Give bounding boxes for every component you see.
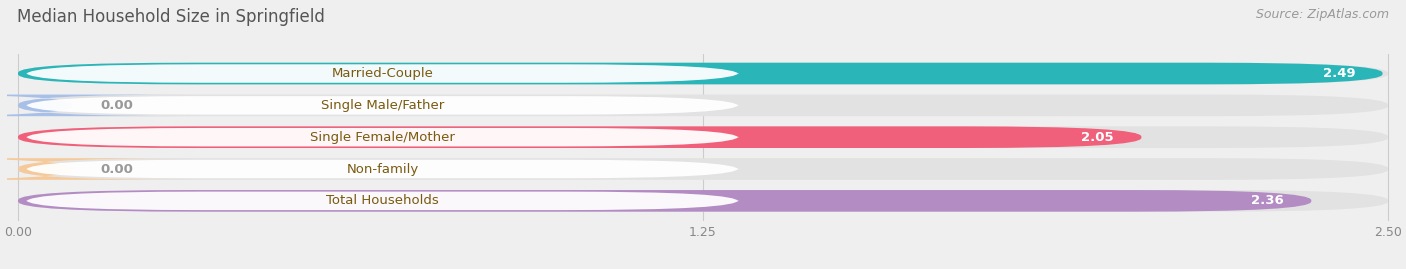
Text: 2.49: 2.49 xyxy=(1323,67,1355,80)
Text: Non-family: Non-family xyxy=(346,162,419,175)
FancyBboxPatch shape xyxy=(18,126,1142,148)
FancyBboxPatch shape xyxy=(18,94,1388,116)
FancyBboxPatch shape xyxy=(18,126,1388,148)
Text: Married-Couple: Married-Couple xyxy=(332,67,433,80)
Text: Median Household Size in Springfield: Median Household Size in Springfield xyxy=(17,8,325,26)
Text: Single Female/Mother: Single Female/Mother xyxy=(309,131,456,144)
FancyBboxPatch shape xyxy=(0,94,194,116)
FancyBboxPatch shape xyxy=(18,63,1388,84)
Text: 0.00: 0.00 xyxy=(100,99,134,112)
FancyBboxPatch shape xyxy=(18,63,1382,84)
FancyBboxPatch shape xyxy=(0,158,194,180)
Text: Total Households: Total Households xyxy=(326,194,439,207)
Text: Single Male/Father: Single Male/Father xyxy=(321,99,444,112)
Text: 2.05: 2.05 xyxy=(1081,131,1114,144)
Text: Source: ZipAtlas.com: Source: ZipAtlas.com xyxy=(1256,8,1389,21)
FancyBboxPatch shape xyxy=(18,158,1388,180)
FancyBboxPatch shape xyxy=(27,96,738,115)
FancyBboxPatch shape xyxy=(27,192,738,210)
FancyBboxPatch shape xyxy=(27,64,738,83)
Text: 2.36: 2.36 xyxy=(1251,194,1284,207)
FancyBboxPatch shape xyxy=(27,160,738,178)
Text: 0.00: 0.00 xyxy=(100,162,134,175)
FancyBboxPatch shape xyxy=(18,190,1312,212)
FancyBboxPatch shape xyxy=(18,190,1388,212)
FancyBboxPatch shape xyxy=(27,128,738,146)
